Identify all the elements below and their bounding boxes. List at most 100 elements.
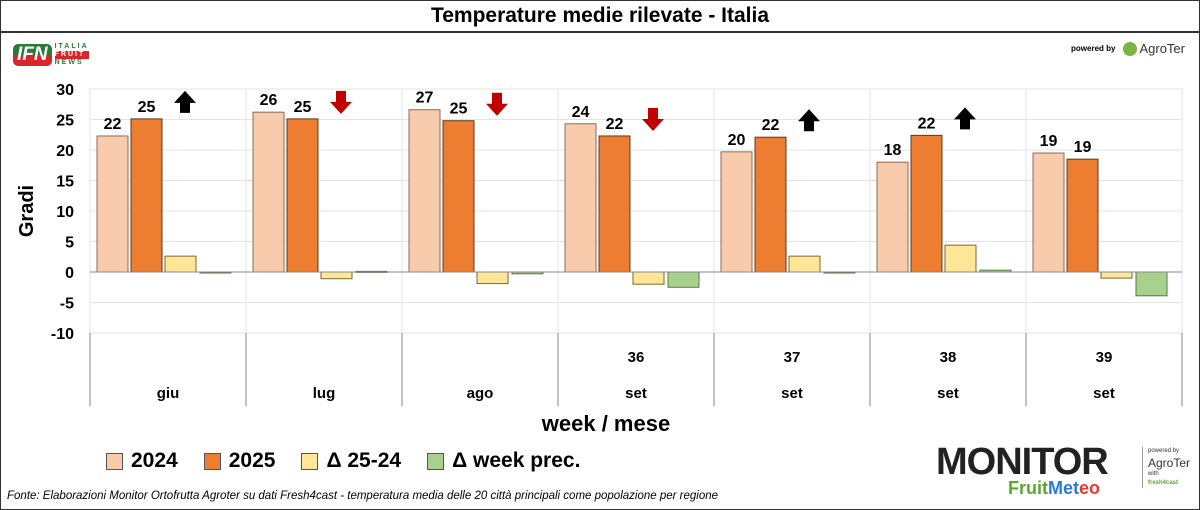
agroter-leaf-icon <box>1123 41 1138 56</box>
legend-swatch <box>203 452 221 470</box>
with-label: with <box>1148 471 1159 477</box>
bar--25-24 <box>1100 271 1133 279</box>
data-label: 20 <box>728 132 746 149</box>
ifn-logo-mark: IFN <box>13 44 52 66</box>
data-label: 26 <box>260 92 278 109</box>
data-label: 27 <box>416 90 434 107</box>
bar-2024 <box>408 109 441 273</box>
bar--25-24 <box>788 255 821 273</box>
data-label: 25 <box>294 99 312 116</box>
y-axis-title: Gradi <box>16 185 38 237</box>
data-label: 25 <box>138 99 156 116</box>
bar-2024 <box>564 123 597 273</box>
y-tick-label: -10 <box>51 326 74 343</box>
data-label: 22 <box>918 115 936 132</box>
bar-2024 <box>1032 152 1065 273</box>
data-label: 22 <box>606 116 624 133</box>
bar-2024 <box>252 111 285 273</box>
legend-swatch <box>301 452 319 470</box>
data-label: 18 <box>884 142 902 159</box>
arrow-down-icon <box>642 107 664 131</box>
legend-item-week: Δ week prec. <box>427 449 580 473</box>
legend-label: Δ 25-24 <box>326 449 402 472</box>
legend-swatch <box>427 452 445 470</box>
source-note: Fonte: Elaborazioni Monitor Ortofrutta A… <box>7 490 719 502</box>
data-label: 22 <box>104 116 122 133</box>
x-tick-month: lug <box>313 385 336 402</box>
bar-2025 <box>910 134 943 273</box>
bar-2025 <box>442 120 475 273</box>
arrow-up-icon <box>798 109 820 132</box>
agroter-name: AgroTer <box>1123 41 1185 56</box>
x-tick-month: set <box>625 385 647 402</box>
fruitmeteo-part: Met <box>1048 478 1079 498</box>
bar-2025 <box>130 118 163 273</box>
bar--25-24 <box>164 255 197 273</box>
y-tick-label: -5 <box>60 296 74 313</box>
x-tick-month: set <box>1093 385 1115 402</box>
fruitmeteo-part: Fruit <box>1008 478 1048 498</box>
legend-swatch <box>106 452 123 470</box>
legend-item-2024: 2024 <box>106 449 178 473</box>
x-tick-week: 37 <box>784 349 801 366</box>
data-label: 19 <box>1074 139 1092 156</box>
y-tick-label: 5 <box>65 235 74 252</box>
fruitmeteo-part: eo <box>1079 478 1101 498</box>
ifn-word: FRUIT <box>54 51 89 59</box>
x-tick-week: 38 <box>940 349 957 366</box>
ifn-logo-words: ITALIA FRUIT NEWS <box>54 43 89 67</box>
bar-2025 <box>1066 158 1099 273</box>
fresh4cast-text: fresh4cast <box>1148 480 1179 486</box>
data-label: 25 <box>450 101 468 118</box>
x-tick-month: set <box>937 385 959 402</box>
agroter-logo: powered by AgroTer <box>1071 41 1185 56</box>
bar--week-prec- <box>1135 271 1168 297</box>
bar--25-24 <box>944 244 977 273</box>
y-tick-label: 15 <box>56 174 74 191</box>
legend-label: Δ week prec. <box>452 449 581 472</box>
bar-2025 <box>754 136 787 273</box>
x-tick-month: giu <box>157 385 180 402</box>
x-tick-week: 36 <box>628 349 645 366</box>
monitor-text: MONITOR <box>936 441 1109 483</box>
chart-title: Temperature medie rilevate - Italia <box>1 1 1199 33</box>
data-label: 24 <box>572 104 590 121</box>
y-tick-label: 20 <box>56 143 74 160</box>
fruitmeteo-text: FruitMeteo <box>1008 479 1100 497</box>
bar-2025 <box>286 118 319 273</box>
bar--25-24 <box>320 271 353 280</box>
ifn-word: ITALIA <box>54 43 89 50</box>
powered-by-label: powered by <box>1071 44 1116 53</box>
data-label: 22 <box>762 117 780 134</box>
bar-2024 <box>96 135 129 273</box>
y-tick-label: 10 <box>56 204 74 221</box>
ifn-word: NEWS <box>54 59 84 66</box>
legend-item-delta: Δ 25-24 <box>301 449 401 473</box>
arrow-down-icon <box>330 90 352 114</box>
bar-2024 <box>720 151 753 273</box>
monitor-powered-by: powered by AgroTer with fresh4cast <box>1142 447 1190 488</box>
legend-label: 2024 <box>131 449 178 472</box>
bar--25-24 <box>632 271 665 285</box>
x-tick-week: 39 <box>1096 349 1113 366</box>
monitor-fruitmeteo-logo: MONITOR FruitMeteo powered by AgroTer wi… <box>936 441 1190 497</box>
bar-2024 <box>876 161 909 273</box>
agroter-text: AgroTer <box>1139 41 1185 56</box>
y-tick-label: 0 <box>65 265 74 282</box>
arrow-down-icon <box>486 92 508 116</box>
legend-item-2025: 2025 <box>203 449 276 473</box>
legend-label: 2025 <box>228 449 276 472</box>
bar--week-prec- <box>667 271 700 288</box>
data-label: 19 <box>1040 133 1058 150</box>
bar--25-24 <box>476 271 509 285</box>
bar-2025 <box>598 135 631 273</box>
y-tick-label: 30 <box>56 82 74 99</box>
agroter-text: AgroTer <box>1148 456 1191 470</box>
y-tick-label: 25 <box>56 113 74 130</box>
x-tick-month: set <box>781 385 803 402</box>
powered-by-label: powered by <box>1148 448 1180 454</box>
x-tick-month: ago <box>467 385 494 402</box>
legend: 2024 2025 Δ 25-24 Δ week prec. <box>106 449 580 473</box>
